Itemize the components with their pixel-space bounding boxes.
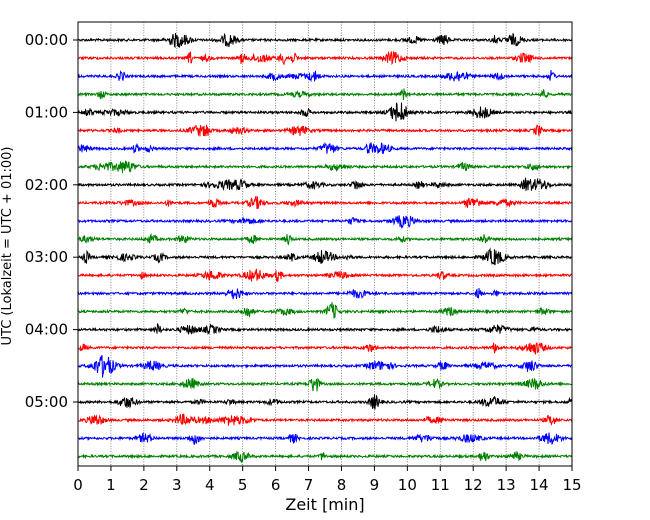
y-tick-label: 02:00: [25, 176, 68, 194]
y-tick-label: 01:00: [25, 103, 68, 121]
seismic-trace: [77, 50, 573, 66]
seismic-trace: [77, 177, 573, 191]
x-tick-label: 13: [497, 476, 516, 494]
seismic-trace: [77, 124, 573, 137]
x-tick-label: 1: [106, 476, 116, 494]
x-tick-label: 12: [464, 476, 483, 494]
seismic-trace: [77, 288, 573, 300]
y-axis-label: UTC (Lokalzeit = UTC + 01:00): [0, 147, 15, 346]
seismic-trace: [77, 431, 573, 446]
seismic-trace: [77, 102, 573, 122]
seismic-trace: [77, 268, 573, 283]
seismic-trace: [77, 413, 573, 426]
y-tick-label: 05:00: [25, 393, 68, 411]
y-tick-label: 00:00: [25, 31, 68, 49]
seismic-trace: [77, 70, 573, 83]
seismic-trace: [77, 88, 572, 100]
x-tick-label: 4: [205, 476, 215, 494]
x-tick-label: 8: [337, 476, 347, 494]
x-axis-label: Zeit [min]: [285, 495, 364, 514]
seismic-trace: [77, 232, 573, 246]
seismic-trace: [77, 195, 573, 209]
seismic-trace: [77, 355, 573, 378]
y-axis-ticks: 00:00 01:00 02:00 03:00 04:00 05:00: [25, 31, 78, 411]
seismic-trace: [77, 247, 573, 266]
x-tick-label: 9: [370, 476, 380, 494]
x-tick-label: 6: [271, 476, 281, 494]
x-tick-label: 3: [172, 476, 182, 494]
x-tick-label: 11: [431, 476, 450, 494]
x-tick-label: 14: [530, 476, 549, 494]
x-tick-label: 0: [73, 476, 83, 494]
plot-frame: [77, 21, 573, 467]
x-tick-label: 15: [562, 476, 581, 494]
seismic-trace: [77, 450, 573, 464]
seismic-trace: [77, 377, 573, 392]
x-tick-label: 7: [304, 476, 314, 494]
x-tick-label: 2: [139, 476, 149, 494]
seismic-trace: [77, 142, 573, 155]
seismic-trace: [77, 160, 573, 174]
y-tick-label: 04:00: [25, 321, 68, 339]
vertical-gridlines: [110, 22, 540, 466]
x-tick-label: 5: [238, 476, 248, 494]
seismic-traces: [77, 32, 573, 464]
seismic-trace: [77, 215, 573, 230]
x-axis-ticks: 0 1 2 3 4 5 6 7 8 9 10 11 12 13 14 15: [73, 466, 582, 494]
seismic-trace: [77, 32, 573, 49]
seismic-trace: [77, 322, 573, 336]
seismic-trace: [77, 302, 573, 319]
y-tick-label: 03:00: [25, 248, 68, 266]
seismic-trace: [77, 394, 573, 410]
x-tick-label: 10: [398, 476, 417, 494]
seismic-trace: [77, 342, 573, 355]
